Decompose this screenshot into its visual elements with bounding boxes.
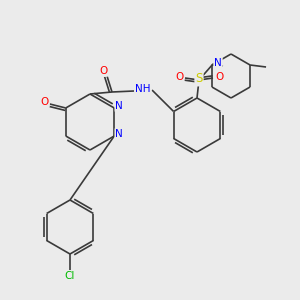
- Text: S: S: [195, 73, 203, 85]
- Text: N: N: [214, 58, 222, 68]
- Text: N: N: [116, 129, 123, 139]
- Text: O: O: [215, 72, 223, 82]
- Text: NH: NH: [135, 84, 151, 94]
- Text: O: O: [40, 97, 49, 107]
- Text: N: N: [116, 101, 123, 111]
- Text: O: O: [175, 72, 183, 82]
- Text: O: O: [99, 66, 107, 76]
- Text: Cl: Cl: [65, 271, 75, 281]
